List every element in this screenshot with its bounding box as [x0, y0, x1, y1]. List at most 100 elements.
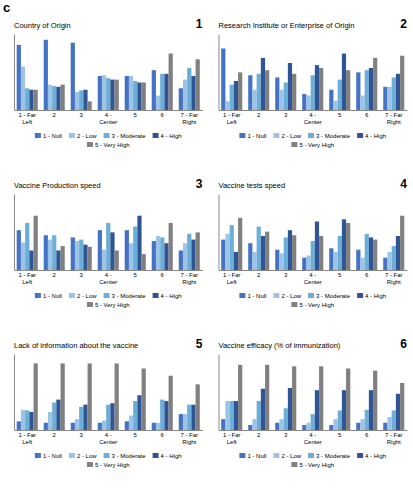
- legend-item: 2 - Low: [273, 453, 301, 459]
- legend-label: 4 - High: [365, 293, 386, 299]
- series: [25, 400, 191, 430]
- bar: [17, 45, 21, 110]
- legend-label: 5 - Very High: [299, 302, 334, 308]
- x-tick: 4 -Center: [304, 430, 322, 445]
- legend-swatch: [308, 453, 314, 458]
- panel-number: 6: [400, 337, 407, 351]
- x-tick: 1 - FarLeft: [18, 430, 36, 445]
- legend-label: 3 - Moderate: [112, 133, 147, 139]
- x-tick-label: 1 - FarLeft: [223, 432, 241, 445]
- x-tick-label-line: 1 - Far: [223, 432, 241, 438]
- plot-area: 1 - FarLeft234 -Center567 - FarRight: [219, 35, 408, 125]
- x-tick: 4 -Center: [99, 270, 117, 285]
- bar: [238, 72, 242, 110]
- bar: [129, 76, 133, 110]
- x-tick-label-line: 2: [257, 272, 261, 278]
- x-axis: 1 - FarLeft234 -Center567 - FarRight: [15, 270, 204, 285]
- x-axis-line: [15, 430, 204, 431]
- bars: [17, 216, 200, 270]
- bar: [248, 75, 252, 110]
- x-tick: 1 - FarLeft: [223, 110, 241, 125]
- bar: [102, 250, 106, 270]
- bar: [125, 421, 129, 430]
- bar: [196, 232, 200, 270]
- x-tick: 7 - FarRight: [180, 270, 198, 285]
- legend-label: 5 - Very High: [95, 302, 130, 308]
- bar: [329, 90, 333, 110]
- x-tick: 6: [365, 270, 369, 278]
- bar: [179, 88, 183, 110]
- x-tick-label: 6: [365, 272, 369, 278]
- x-axis: 1 - FarLeft234 -Center567 - FarRight: [219, 110, 408, 125]
- series: [34, 54, 200, 110]
- series: [17, 414, 183, 430]
- bar: [142, 254, 146, 270]
- x-tick-label-line: 2: [53, 112, 57, 118]
- x-tick-label-line: 5: [338, 432, 342, 438]
- bar: [98, 76, 102, 110]
- plot-area: 1 - FarLeft234 -Center567 - FarRight: [219, 195, 408, 285]
- x-tick: 2: [257, 430, 261, 438]
- bar: [48, 412, 52, 430]
- bar: [396, 74, 400, 110]
- legend-swatch: [104, 133, 110, 138]
- bar: [110, 232, 114, 270]
- legend-swatch: [104, 453, 110, 458]
- bar: [187, 68, 191, 110]
- bar: [365, 234, 369, 270]
- panel-number: 5: [196, 337, 203, 351]
- x-tick-label-line: Left: [22, 279, 32, 285]
- plot-area: 1 - FarLeft234 -Center567 - FarRight: [219, 355, 408, 445]
- bar: [152, 241, 156, 270]
- x-tick-label: 2: [53, 432, 57, 438]
- legend-label: 5 - Very High: [299, 462, 334, 468]
- x-tick-label-line: 7 - Far: [180, 432, 198, 438]
- bar: [329, 248, 333, 270]
- x-tick-label-line: Center: [304, 279, 322, 285]
- x-tick: 5: [134, 270, 138, 278]
- series: [21, 67, 187, 110]
- bar: [102, 75, 106, 110]
- plot-area: 1 - FarLeft234 -Center567 - FarRight: [15, 355, 204, 445]
- legend-swatch: [239, 293, 245, 298]
- legend-item: 4 - High: [357, 453, 386, 459]
- bar: [106, 405, 110, 430]
- bar: [191, 240, 195, 270]
- bar: [319, 366, 323, 430]
- legend-label: 4 - High: [365, 133, 386, 139]
- bar: [25, 410, 29, 430]
- x-tick-label: 4 -Center: [304, 272, 322, 285]
- x-tick-label: 3: [80, 432, 84, 438]
- x-tick-label-line: 3: [80, 112, 84, 118]
- bar: [275, 250, 279, 270]
- bar: [79, 240, 83, 270]
- bar: [315, 222, 319, 270]
- x-tick: 5: [338, 110, 342, 118]
- bar: [142, 82, 146, 110]
- x-tick-label: 1 - FarLeft: [223, 272, 241, 285]
- bar: [338, 80, 342, 110]
- x-tick-label-line: 7 - Far: [385, 112, 403, 118]
- x-tick-label-line: 5: [134, 272, 138, 278]
- bar: [279, 90, 283, 110]
- y-axis: [14, 355, 15, 431]
- bar: [221, 419, 225, 430]
- x-tick-label: 5: [338, 272, 342, 278]
- x-tick-label-line: 1 - Far: [18, 272, 36, 278]
- bar: [88, 247, 92, 270]
- x-tick-label: 5: [338, 112, 342, 118]
- bar: [110, 403, 114, 430]
- bar: [83, 405, 87, 430]
- bar: [191, 405, 195, 430]
- x-tick: 7 - FarRight: [180, 430, 198, 445]
- x-tick-label-line: 6: [365, 112, 369, 118]
- y-axis: [14, 195, 15, 271]
- x-tick: 4 -Center: [99, 430, 117, 445]
- x-tick-label-line: 3: [284, 272, 288, 278]
- legend-swatch: [291, 142, 297, 147]
- bar: [29, 412, 33, 430]
- bar: [248, 425, 252, 430]
- panel: 1Country of Origin1 - FarLeft234 -Center…: [14, 17, 203, 148]
- legend-item: 2 - Low: [273, 293, 301, 299]
- panel-title: Vaccine tests speed: [219, 181, 286, 190]
